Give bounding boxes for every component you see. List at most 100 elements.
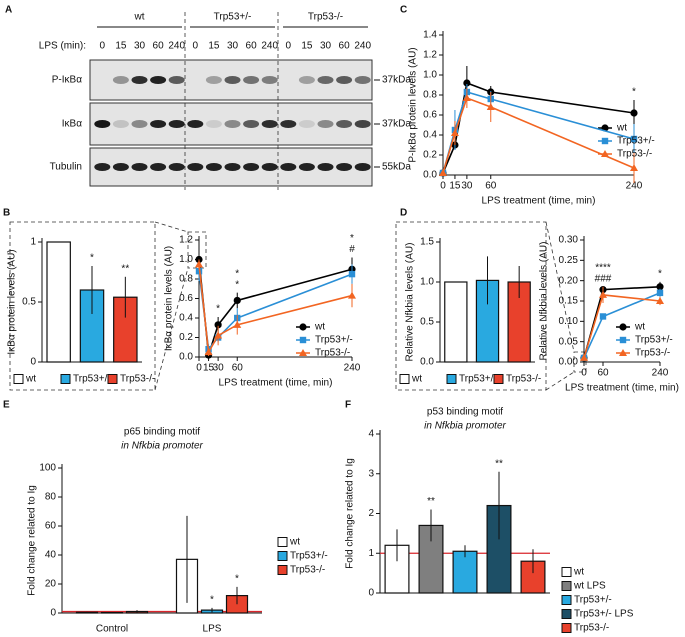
annotation: * <box>235 574 239 585</box>
legend-swatch <box>561 623 572 633</box>
legend-label: Trp53-/- <box>635 348 670 359</box>
blot-band <box>205 120 222 128</box>
marker <box>630 164 638 171</box>
legend-label: Trp53-/- <box>574 623 609 634</box>
inset-box <box>9 221 156 391</box>
timepoint-label: 240 <box>261 41 278 52</box>
y-tick-label: 0.30 <box>559 235 579 246</box>
group-label: wt <box>134 12 145 23</box>
x-tick-label: Control <box>96 624 128 635</box>
legend-label: Trp53+/- <box>73 374 111 385</box>
blot-band <box>205 76 222 84</box>
group-label: Trp53-/- <box>308 12 343 23</box>
timepoint-label: 30 <box>320 41 332 52</box>
x-tick-label: 60 <box>485 181 497 192</box>
marker <box>656 283 664 291</box>
legend-swatch <box>60 374 71 384</box>
y-tick-label: 0.5 <box>22 297 36 308</box>
x-axis-label: LPS treatment (time, min) <box>482 196 596 207</box>
y-tick-label: 0.4 <box>423 130 437 141</box>
legend-label: wt <box>573 567 584 578</box>
legend-swatch <box>561 609 572 619</box>
group-label: Trp53+/- <box>214 12 252 23</box>
marker <box>214 321 222 329</box>
marker <box>233 320 242 328</box>
legend-label: Trp53+/- <box>635 335 673 346</box>
legend-swatch <box>561 567 572 577</box>
marker <box>630 109 638 117</box>
blot-band <box>298 163 315 171</box>
y-tick-label: 0.20 <box>559 275 579 286</box>
y-tick-label: 1.0 <box>179 254 193 265</box>
panel-label: C <box>400 5 407 16</box>
y-tick-label: 0 <box>50 608 56 619</box>
legend-swatch <box>399 374 410 384</box>
y-tick-label: 0 <box>30 357 36 368</box>
legend-swatch <box>561 581 572 591</box>
legend-label: wt <box>289 537 300 548</box>
y-axis-label: P-IκBα protein levels (AU) <box>408 47 419 162</box>
marker <box>195 260 203 268</box>
timepoint-label: 0 <box>100 41 106 52</box>
marker <box>601 137 609 145</box>
marker <box>299 336 307 344</box>
marker <box>204 348 213 356</box>
row-label: Tubulin <box>50 162 82 173</box>
y-axis-label: IκBα protein levels (AU) <box>7 249 18 354</box>
legend-label: Trp53+/- <box>574 595 612 606</box>
marker <box>214 331 223 339</box>
timepoint-label: 0 <box>286 41 292 52</box>
timepoint-label: 60 <box>339 41 351 52</box>
timepoint-label: 240 <box>168 41 185 52</box>
blot-band <box>280 120 297 128</box>
blot-band <box>280 163 297 171</box>
blot-band <box>168 76 185 84</box>
legend-swatch <box>277 565 288 575</box>
y-tick-label: 0.15 <box>559 296 579 307</box>
marker <box>599 290 607 298</box>
y-tick-label: 0 <box>368 588 374 599</box>
x-tick-label: 60 <box>597 368 609 379</box>
blot-band <box>94 163 111 171</box>
legend-label: Trp53+/- <box>315 335 353 346</box>
blot-band <box>112 76 129 84</box>
blot-band <box>298 76 315 84</box>
connector <box>545 221 575 353</box>
panel-label: F <box>345 400 351 411</box>
blot-band <box>261 120 278 128</box>
chart-subtitle: in Nfkbia promoter <box>424 421 506 432</box>
x-tick-label: 15 <box>203 363 215 374</box>
y-tick-label: 100 <box>39 463 56 474</box>
x-tick-label: 15 <box>449 181 461 192</box>
legend-label: wt <box>314 322 325 333</box>
annotation: **** <box>595 262 611 273</box>
legend-swatch <box>277 537 288 547</box>
series-line <box>442 91 635 174</box>
y-axis-label: Relative Nfkbia levels (AU) <box>539 242 550 361</box>
bar <box>444 281 468 363</box>
y-tick-label: 0.00 <box>559 357 579 368</box>
marker <box>348 291 356 299</box>
timepoint-label: 30 <box>134 41 146 52</box>
bar <box>452 550 478 594</box>
blot-band <box>354 163 371 171</box>
panel-label: A <box>5 5 12 16</box>
blot-band <box>168 120 185 128</box>
annotation: ** <box>427 496 435 507</box>
legend-label: Trp53-/- <box>290 565 325 576</box>
timepoint-label: 15 <box>208 41 220 52</box>
y-tick-label: 0.6 <box>179 293 193 304</box>
y-tick-label: 60 <box>45 521 57 532</box>
x-tick-label: 60 <box>232 363 244 374</box>
timepoint-label: 30 <box>227 41 239 52</box>
y-tick-label: 80 <box>45 492 57 503</box>
blot-band <box>131 163 148 171</box>
blot-band <box>336 76 353 84</box>
y-axis-label: Fold change related to Ig <box>345 458 356 569</box>
connector <box>545 371 575 391</box>
marker <box>462 94 471 101</box>
timepoint-label: 60 <box>153 41 165 52</box>
legend-label: wt <box>616 123 627 134</box>
y-tick-label: 0.5 <box>420 317 434 328</box>
inset-box <box>395 221 547 391</box>
